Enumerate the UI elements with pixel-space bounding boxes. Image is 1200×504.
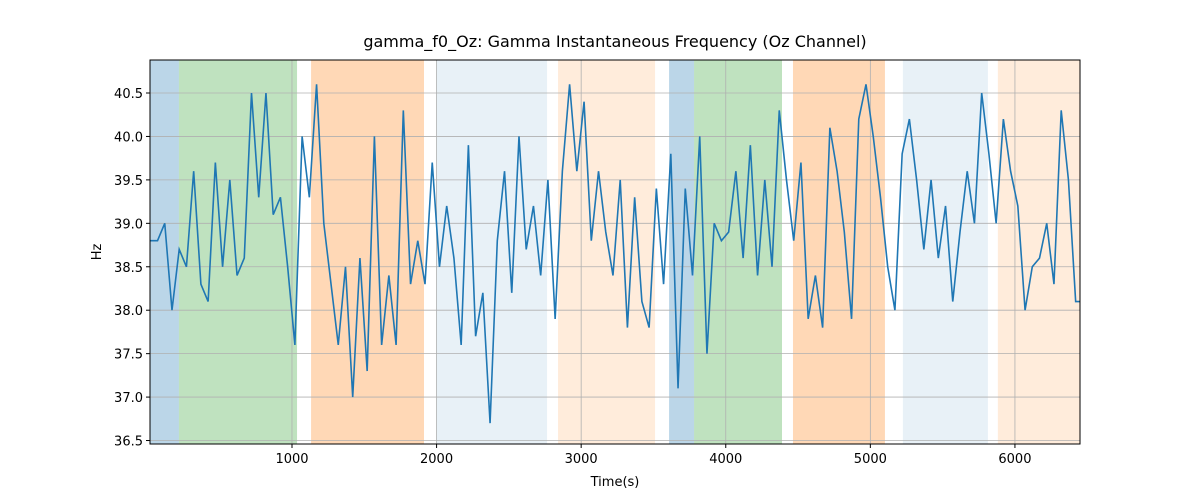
x-tick-label: 5000 (854, 452, 887, 467)
y-axis-label: Hz (90, 244, 105, 261)
y-tick-label: 38.0 (114, 304, 143, 319)
y-tick-label: 37.5 (114, 348, 143, 363)
x-tick-label: 1000 (275, 452, 308, 467)
shaded-region (902, 60, 988, 444)
y-tick-label: 40.5 (114, 87, 143, 102)
plot-frame (149, 59, 1081, 445)
x-tick-label: 2000 (420, 452, 453, 467)
shaded-region (178, 60, 298, 444)
y-tick-label: 39.0 (114, 217, 143, 232)
shaded-region (694, 60, 783, 444)
y-tick-label: 36.5 (114, 435, 143, 450)
shaded-region (150, 60, 179, 444)
x-axis-label: Time(s) (590, 475, 640, 490)
y-tick-label: 37.0 (114, 391, 143, 406)
x-tick-label: 4000 (709, 452, 742, 467)
chart-title: gamma_f0_Oz: Gamma Instantaneous Frequen… (363, 32, 866, 52)
y-tick-label: 39.5 (114, 174, 143, 189)
y-tick-label: 38.5 (114, 261, 143, 276)
y-tick-label: 40.0 (114, 130, 143, 145)
shaded-region (792, 60, 885, 444)
shaded-region (997, 60, 1080, 444)
x-tick-label: 3000 (565, 452, 598, 467)
x-tick-label: 6000 (998, 452, 1031, 467)
data-line (150, 84, 1080, 424)
shaded-region (311, 60, 424, 444)
